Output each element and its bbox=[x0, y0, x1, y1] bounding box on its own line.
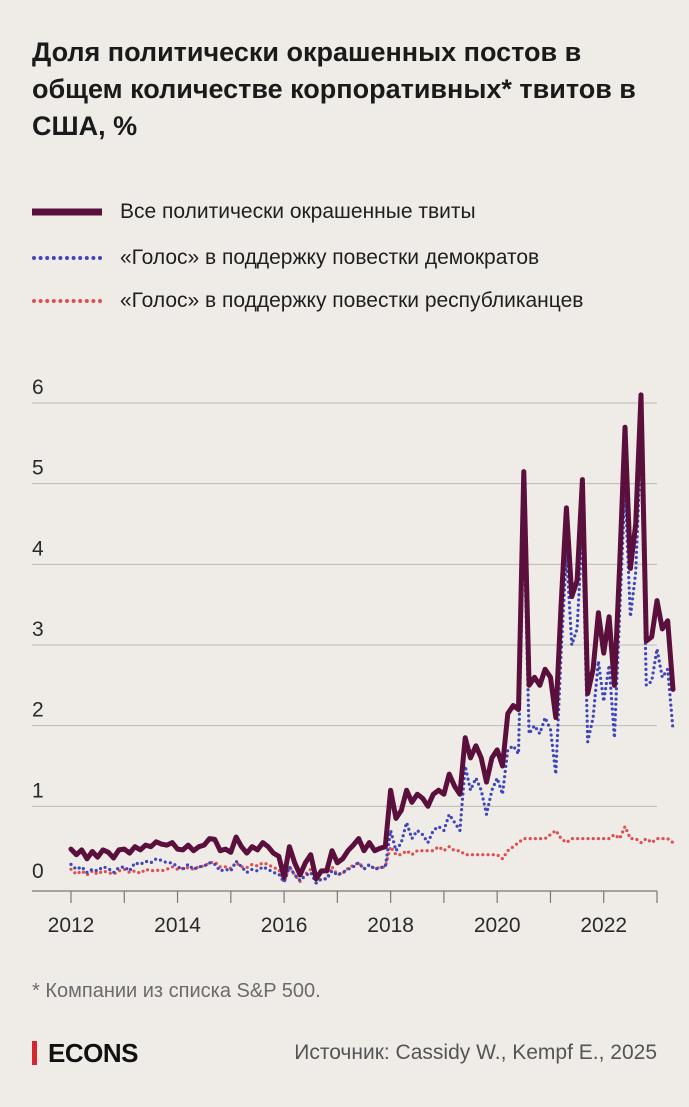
footnote: * Компании из списка S&P 500. bbox=[32, 980, 321, 1002]
x-tick-label-2022: 2022 bbox=[580, 914, 627, 937]
series-line-dem bbox=[69, 437, 675, 885]
y-tick-label-1: 1 bbox=[32, 779, 44, 802]
legend-label-rep: «Голос» в поддержку повестки республикан… bbox=[120, 289, 584, 312]
x-tick-label-2018: 2018 bbox=[367, 914, 414, 937]
series-line-all bbox=[68, 392, 676, 882]
x-tick-label-2020: 2020 bbox=[474, 914, 521, 937]
logo-bar bbox=[32, 1041, 37, 1065]
y-tick-label-3: 3 bbox=[32, 618, 44, 641]
x-tick-label-2016: 2016 bbox=[261, 914, 308, 937]
x-tick-label-2014: 2014 bbox=[154, 914, 201, 937]
y-tick-label-2: 2 bbox=[32, 699, 44, 722]
y-axis-ticks: 0 1 2 3 4 5 6 bbox=[32, 376, 44, 883]
logo-text: ECONS bbox=[48, 1038, 138, 1068]
chart-title: Доля политически окрашенных постов в общ… bbox=[32, 37, 636, 141]
line-chart: 0 1 2 3 4 5 6 2012 2014 2016 2018 2020 2022 bbox=[32, 376, 676, 937]
legend-swatch-all bbox=[32, 208, 102, 216]
legend-swatch-dem bbox=[32, 256, 102, 260]
x-axis: 2012 2014 2016 2018 2020 2022 bbox=[32, 890, 658, 937]
source-note: Источник: Cassidy W., Kempf E., 2025 bbox=[294, 1041, 657, 1064]
chart-series bbox=[68, 392, 676, 885]
y-tick-label-4: 4 bbox=[32, 537, 44, 560]
y-tick-label-6: 6 bbox=[32, 376, 44, 399]
legend-label-dem: «Голос» в поддержку повестки демократов bbox=[120, 246, 540, 269]
legend-swatch-rep bbox=[32, 299, 102, 303]
y-tick-label-0: 0 bbox=[32, 860, 44, 883]
x-tick-label-2012: 2012 bbox=[48, 914, 95, 937]
y-tick-label-5: 5 bbox=[32, 457, 44, 480]
chart-grid bbox=[32, 402, 657, 807]
legend-label-all: Все политически окрашенные твиты bbox=[120, 200, 476, 223]
series-line-rep bbox=[69, 824, 675, 885]
